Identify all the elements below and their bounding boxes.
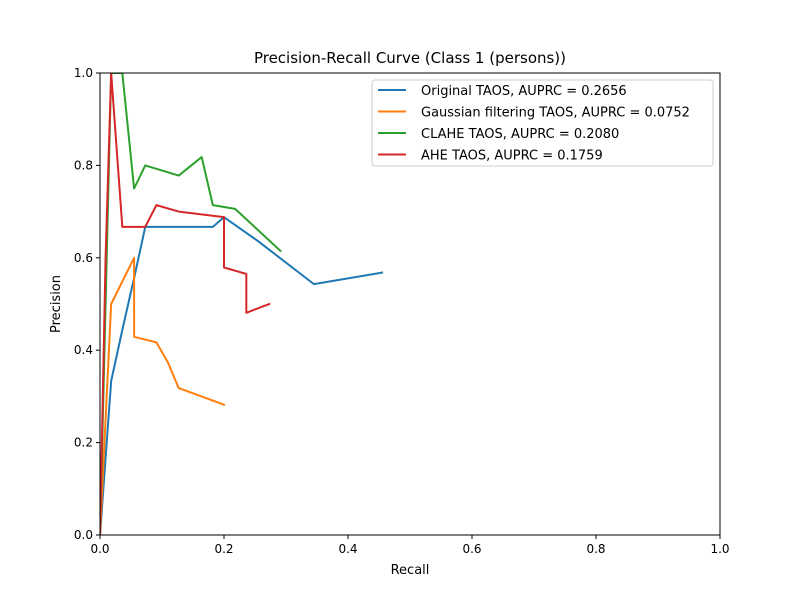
series-line-2 [100, 256, 226, 535]
y-tick-label: 0.0 [74, 528, 93, 542]
series-line-3 [100, 73, 282, 535]
chart-title: Precision-Recall Curve (Class 1 (persons… [254, 49, 566, 67]
y-tick-label: 1.0 [74, 66, 93, 80]
x-tick-label: 0.4 [338, 542, 357, 556]
y-tick-label: 0.6 [74, 251, 93, 265]
series-line-4 [100, 73, 271, 535]
legend-label-4: AHE TAOS, AUPRC = 0.1759 [421, 149, 603, 164]
legend-label-2: Gaussian filtering TAOS, AUPRC = 0.0752 [421, 106, 690, 121]
y-tick-label: 0.2 [74, 436, 93, 450]
x-axis-label: Recall [391, 563, 430, 578]
x-tick-label: 0.0 [90, 542, 109, 556]
x-axis-ticks: 0.0 0.2 0.4 0.6 0.8 1.0 [90, 535, 730, 556]
x-tick-label: 0.6 [462, 542, 481, 556]
plot-frame [99, 72, 721, 536]
series-line-1 [100, 216, 384, 535]
legend-box [371, 79, 714, 167]
series-layer [100, 73, 384, 535]
legend-label-3: CLAHE TAOS, AUPRC = 0.2080 [421, 127, 619, 142]
legend: Original TAOS, AUPRC = 0.2656 Gaussian fi… [371, 79, 714, 167]
x-tick-label: 1.0 [710, 542, 729, 556]
legend-label-1: Original TAOS, AUPRC = 0.2656 [421, 84, 627, 99]
y-axis-ticks: 0.0 0.2 0.4 0.6 0.8 1.0 [74, 66, 100, 542]
y-axis-label: Precision [49, 275, 64, 333]
x-tick-label: 0.2 [214, 542, 233, 556]
y-tick-label: 0.4 [74, 343, 93, 357]
y-tick-label: 0.8 [74, 158, 93, 172]
x-tick-label: 0.8 [586, 542, 605, 556]
